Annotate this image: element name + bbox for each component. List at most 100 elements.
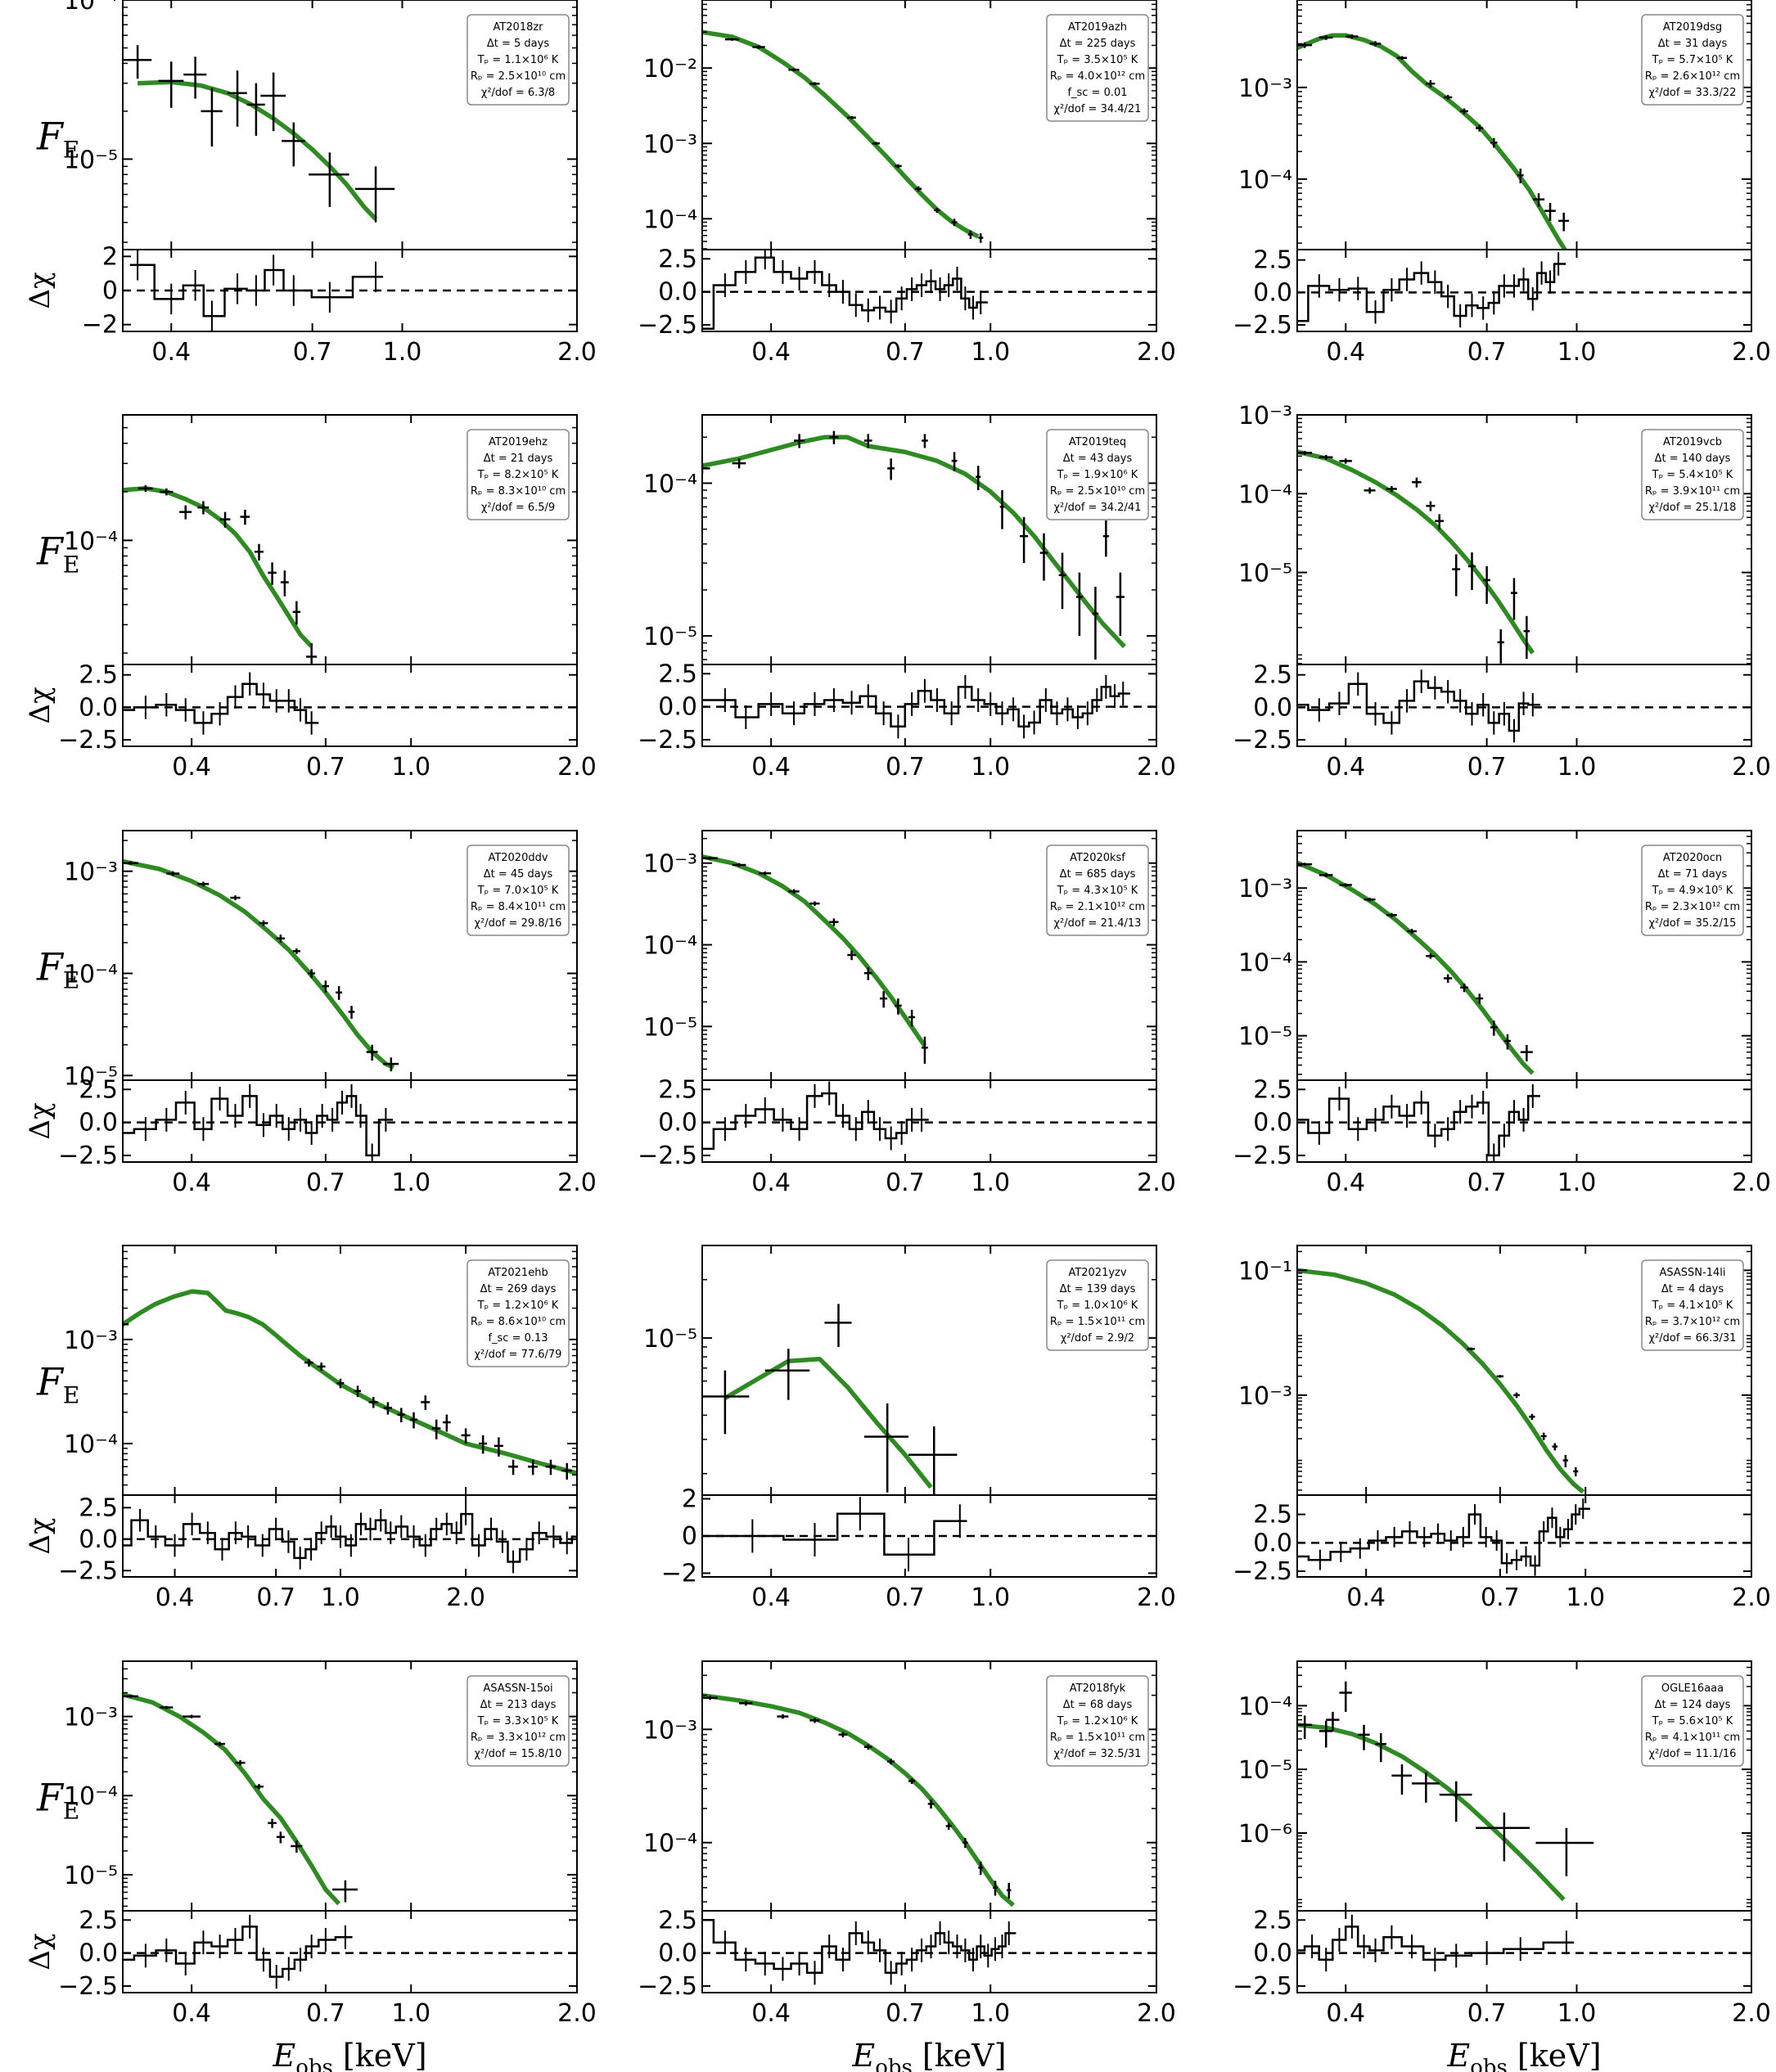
x-tick-label: 0.4 <box>172 753 211 782</box>
x-tick-label: 0.7 <box>1467 1169 1507 1197</box>
annotation-line: Δt = 124 days <box>1655 1699 1731 1711</box>
data-point <box>1490 1020 1498 1036</box>
data-point <box>383 1057 399 1072</box>
data-point <box>1339 1681 1352 1712</box>
panel-at2021yzv: 10⁻⁵ AT2021yzv Δt = 139 days Tₚ = 1.0×10⁶ K… <box>643 1245 1176 1612</box>
resid-y-tick-label: 2.5 <box>1253 246 1292 275</box>
annotation-line: Δt = 4 days <box>1661 1283 1724 1295</box>
data-point <box>1452 554 1461 597</box>
x-tick-label: 2.0 <box>1732 1999 1771 2028</box>
annotation-line: Rₚ = 3.9×10¹¹ cm <box>1645 485 1740 498</box>
annotation-line: AT2019ehz <box>489 436 548 448</box>
annotation-box <box>1641 1675 1744 1767</box>
resid-y-tick-label: −2 <box>82 311 118 340</box>
y-tick-label: 10⁻³ <box>643 1716 697 1745</box>
data-point <box>824 1304 852 1347</box>
residual-step <box>129 264 384 318</box>
main-plot-area <box>1297 860 1535 1075</box>
data-point <box>702 1696 718 1700</box>
y-tick-label: 10⁻⁵ <box>1238 560 1292 588</box>
annotation-line: Rₚ = 1.5×10¹¹ cm <box>1050 1316 1145 1328</box>
x-axis-label: Eobs [keV] <box>851 2038 1006 2072</box>
data-point <box>368 1397 378 1408</box>
x-tick-label: 2.0 <box>557 1169 597 1197</box>
resid-y-tick-label: 0.0 <box>79 1939 118 1968</box>
data-point <box>777 1714 789 1719</box>
data-point <box>254 543 264 561</box>
resid-y-tick-label: 2.5 <box>658 1906 697 1935</box>
data-point <box>336 1378 345 1389</box>
data-point <box>1426 953 1436 959</box>
annotation-box <box>1641 845 1744 936</box>
annotation-line: Tₚ = 5.6×10⁵ K <box>1652 1715 1733 1727</box>
annotation-line: χ²/dof = 25.1/18 <box>1649 502 1737 514</box>
resid-y-tick-label: −2.5 <box>638 1142 697 1170</box>
annotation-line: Δt = 43 days <box>1063 453 1133 465</box>
data-point <box>863 967 872 980</box>
annotation-box <box>1641 14 1744 106</box>
annotation-line: Rₚ = 8.6×10¹⁰ cm <box>471 1316 566 1328</box>
annotation-line: AT2020ksf <box>1070 852 1125 864</box>
x-tick-label: 0.4 <box>751 1583 791 1612</box>
x-tick-label: 0.4 <box>172 1999 211 2028</box>
data-point <box>1318 872 1333 878</box>
annotation-line: Δt = 68 days <box>1063 1699 1133 1711</box>
annotation-line: f_sc = 0.13 <box>488 1332 548 1345</box>
y-axis-label-resid: Δχ <box>24 687 56 723</box>
data-point <box>1297 863 1313 867</box>
resid-y-tick-label: 2.5 <box>1253 661 1292 690</box>
annotation-box <box>1046 1259 1149 1351</box>
data-point <box>1562 1454 1568 1467</box>
data-point <box>254 1784 264 1790</box>
data-point <box>908 1778 916 1784</box>
x-tick-label: 0.4 <box>156 1583 195 1612</box>
data-point <box>880 991 888 1008</box>
data-point <box>304 1358 313 1367</box>
data-point <box>1439 1781 1472 1822</box>
resid-plot-area <box>123 1502 577 1574</box>
data-point <box>732 863 746 867</box>
resid-y-tick-label: 2.5 <box>658 245 697 273</box>
data-point <box>702 463 710 475</box>
data-point <box>724 38 740 41</box>
resid-plot-area <box>123 250 577 331</box>
data-point <box>809 82 820 86</box>
y-axis-label-resid: Δχ <box>24 1933 56 1970</box>
data-point <box>397 1408 405 1423</box>
y-tick-label: 10⁻⁵ <box>643 1325 697 1354</box>
annotation-line: Rₚ = 8.3×10¹⁰ cm <box>471 485 566 498</box>
resid-y-tick-label: −2.5 <box>1233 1142 1292 1170</box>
data-point <box>528 1459 539 1475</box>
panel-at2021ehb: 10⁻⁴ 10⁻³ AT2021ehb Δt = 269 days Tₚ = 1.2×1… <box>24 1245 578 1612</box>
annotation-line: Rₚ = 2.6×10¹² cm <box>1645 70 1740 83</box>
annotation-line: Δt = 45 days <box>484 868 553 881</box>
data-point <box>421 1395 430 1411</box>
data-point <box>1573 1466 1579 1477</box>
data-point <box>214 1741 226 1746</box>
x-tick-label: 0.7 <box>1481 1583 1520 1612</box>
data-point <box>967 230 973 239</box>
data-point <box>197 881 210 887</box>
y-tick-label: 10⁻³ <box>1238 1382 1292 1411</box>
main-plot-area <box>702 430 1126 660</box>
data-point <box>863 1403 909 1493</box>
x-axis-label: Eobs [keV] <box>272 2038 426 2072</box>
annotation-line: Δt = 140 days <box>1655 453 1731 465</box>
data-point <box>809 901 820 906</box>
annotation-line: AT2019teq <box>1069 436 1126 448</box>
data-point <box>158 61 184 108</box>
y-tick-label: 10⁻⁴ <box>1238 166 1292 195</box>
panel-at2019teq: 10⁻⁵ 10⁻⁴ AT2019teq Δt = 43 days Tₚ = 1.9×10… <box>638 414 1176 782</box>
x-tick-label: 1.0 <box>1557 1169 1597 1197</box>
data-point <box>1318 454 1333 460</box>
x-tick-label: 1.0 <box>971 753 1010 782</box>
annotation-line: Δt = 269 days <box>480 1283 557 1295</box>
annotation-box <box>467 1675 570 1767</box>
data-point <box>1443 94 1453 101</box>
annotation-line: Rₚ = 3.7×10¹² cm <box>1645 1316 1740 1328</box>
annotation-line: χ²/dof = 32.5/31 <box>1054 1748 1142 1760</box>
resid-frame <box>122 1910 578 1993</box>
panel-at2019ehz: 10⁻⁴ AT2019ehz Δt = 21 days Tₚ = 8.2×10⁵ K R… <box>24 414 597 782</box>
x-tick-label: 2.0 <box>557 338 597 367</box>
